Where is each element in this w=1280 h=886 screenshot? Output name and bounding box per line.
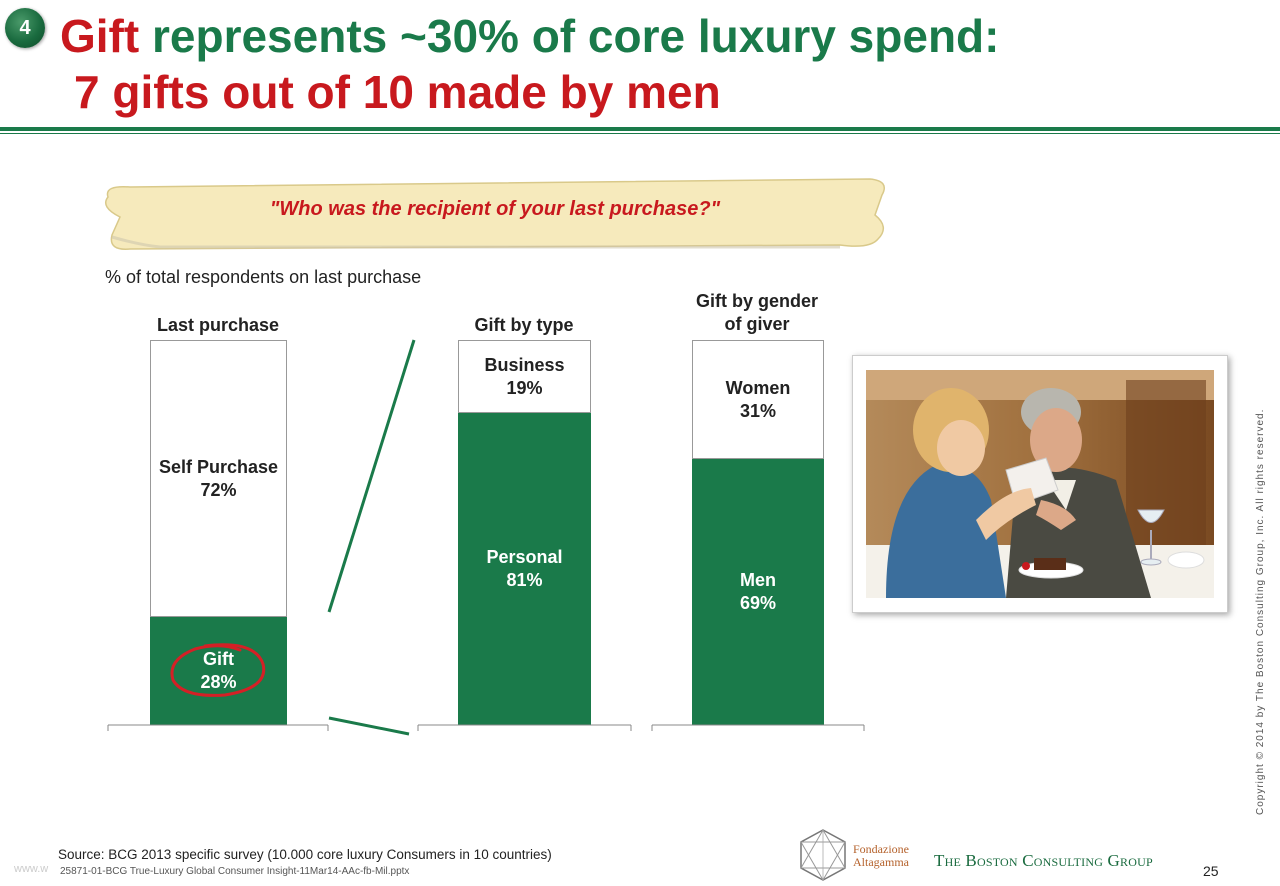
bar-gift-type-personal — [458, 413, 591, 725]
question-text: "Who was the recipient of your last purc… — [269, 198, 721, 220]
source-note: Source: BCG 2013 specific survey (10.000… — [58, 847, 552, 862]
question-banner — [105, 178, 885, 250]
header-gift-by-type: Gift by type — [474, 315, 574, 335]
label-gift: Gift 28% — [150, 648, 287, 694]
header-gift-by-gender-line1: Gift by gender — [695, 291, 818, 311]
page-number: 25 — [1203, 863, 1219, 879]
label-personal-name: Personal — [486, 547, 563, 567]
label-men: Men 69% — [692, 569, 824, 615]
title-highlight: Gift — [60, 10, 140, 62]
couple-gift-photo-icon — [866, 370, 1214, 598]
bcg-logo: The Boston Consulting Group — [934, 851, 1153, 870]
title-divider-thin — [0, 133, 1280, 134]
label-self-purchase-value: 72% — [200, 480, 237, 500]
label-personal-value: 81% — [506, 570, 543, 590]
slide-number-badge: 4 — [5, 8, 45, 48]
title-divider — [0, 127, 1280, 131]
connector-bottom — [328, 716, 410, 736]
fondazione-altagamma-emblem-icon — [800, 829, 846, 881]
label-business-name: Business — [484, 355, 565, 375]
title-line1: represents ~30% of core luxury spend: — [139, 10, 1000, 62]
label-self-purchase-name: Self Purchase — [158, 457, 279, 477]
label-gift-name: Gift — [203, 649, 234, 669]
copyright-notice: Copyright © 2014 by The Boston Consultin… — [1255, 408, 1266, 815]
header-gift-by-gender-line2: of giver — [724, 314, 790, 334]
label-women-name: Women — [725, 378, 791, 398]
label-personal: Personal 81% — [458, 546, 591, 592]
header-last-purchase: Last purchase — [156, 315, 280, 335]
label-women: Women 31% — [692, 377, 824, 423]
page-title: Gift represents ~30% of core luxury spen… — [60, 8, 999, 120]
label-men-value: 69% — [739, 593, 777, 613]
label-self-purchase: Self Purchase 72% — [150, 456, 287, 502]
title-line2: 7 gifts out of 10 made by men — [74, 66, 721, 118]
label-men-name: Men — [740, 570, 776, 590]
connector-top — [327, 339, 416, 613]
file-reference: 25871-01-BCG True-Luxury Global Consumer… — [60, 866, 410, 877]
bar-last-purchase-self — [150, 340, 287, 617]
watermark: www.w — [14, 863, 49, 875]
bar-gift-gender-women — [692, 340, 824, 459]
label-business-value: 19% — [506, 378, 543, 398]
header-gift-by-gender: Gift by gender of giver — [672, 290, 842, 336]
bar-gift-gender-men — [692, 459, 824, 725]
label-business: Business 19% — [458, 354, 591, 400]
fa-logo-line2: Altagamma — [853, 855, 909, 869]
chart-subtitle: % of total respondents on last purchase — [105, 267, 422, 287]
fa-logo-line1: Fondazione — [853, 842, 909, 856]
gift-highlight-circle — [170, 643, 266, 697]
label-women-value: 31% — [739, 401, 777, 421]
fondazione-altagamma-logo: Fondazione Altagamma — [853, 843, 909, 869]
label-gift-value: 28% — [200, 672, 237, 692]
bar-gift-type-business — [458, 340, 591, 413]
